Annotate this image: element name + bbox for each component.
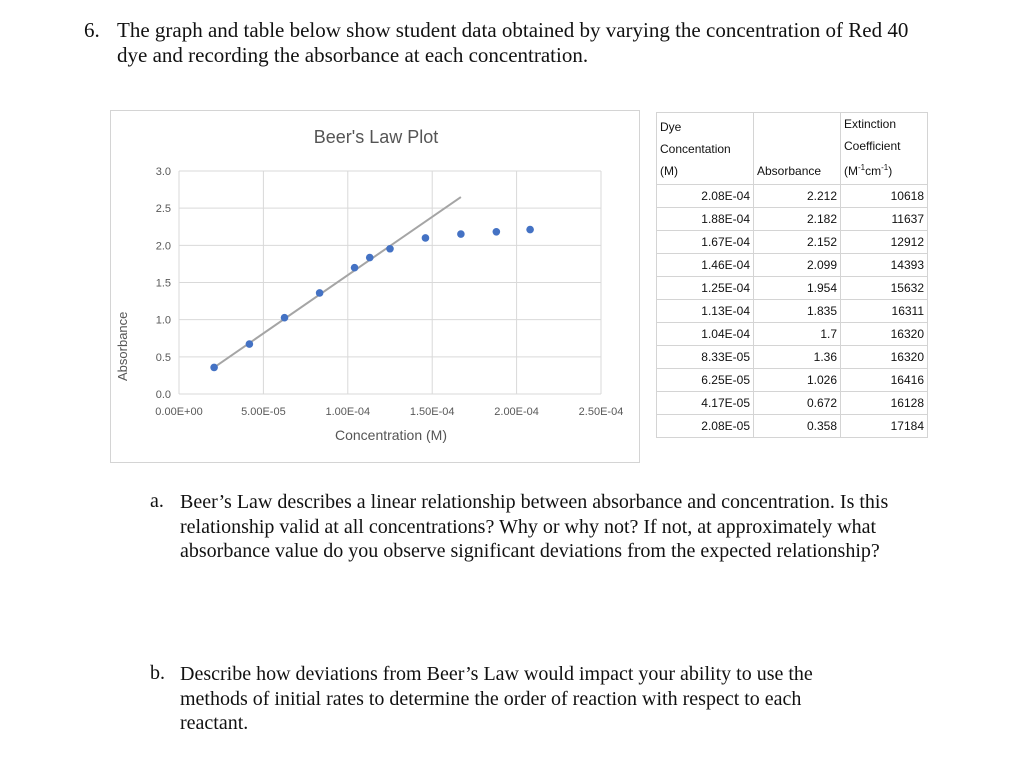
table-row: 2.08E-04 2.212 10618	[656, 184, 928, 208]
cell-concentration: 1.88E-04	[656, 207, 754, 231]
cell-absorbance: 0.358	[753, 414, 841, 438]
chart-plot-area: 0.0 0.5 1.0 1.5 2.0 2.5 3.0 0.00E+00 5.00E-05 1.0…	[155, 166, 624, 418]
unit-sup1: -1	[858, 163, 866, 172]
unit-sup2: -1	[881, 163, 889, 172]
y-tick-label: 3.0	[156, 166, 171, 178]
cell-extinction: 16320	[840, 345, 928, 369]
cell-concentration: 2.08E-04	[656, 184, 754, 208]
cell-concentration: 4.17E-05	[656, 391, 754, 415]
data-point	[492, 228, 501, 236]
data-point	[457, 230, 465, 238]
cell-absorbance: 2.182	[753, 207, 841, 231]
cell-concentration: 2.08E-05	[656, 414, 754, 438]
cell-concentration: 6.25E-05	[656, 368, 754, 392]
x-tick-label: 0.00E+00	[155, 406, 202, 418]
table-row: 2.08E-05 0.358 17184	[656, 414, 928, 438]
part-a-letter: a.	[150, 490, 164, 512]
cell-absorbance: 0.672	[753, 391, 841, 415]
cell-concentration: 8.33E-05	[656, 345, 754, 369]
data-point	[386, 244, 394, 253]
cell-concentration: 1.46E-04	[656, 253, 754, 277]
data-point	[365, 253, 374, 262]
data-point	[280, 313, 289, 322]
header-ext-line2: Coefficient	[844, 139, 901, 153]
table-header-row: Dye Concentation (M) Absorbance Extincti…	[656, 112, 928, 185]
chart-title: Beer's Law Plot	[313, 127, 439, 147]
part-b-letter: b.	[150, 662, 165, 684]
cell-extinction: 15632	[840, 276, 928, 300]
cell-concentration: 1.67E-04	[656, 230, 754, 254]
table-row: 1.46E-04 2.099 14393	[656, 253, 928, 277]
cell-extinction: 16311	[840, 299, 928, 323]
data-point	[210, 363, 218, 372]
y-tick-label: 1.0	[156, 315, 171, 327]
table-row: 1.25E-04 1.954 15632	[656, 276, 928, 300]
x-tick-label: 2.00E-04	[494, 406, 539, 418]
header-absorbance: Absorbance	[753, 112, 841, 185]
data-point	[526, 225, 534, 234]
header-conc-line1: Dye	[660, 120, 682, 134]
y-tick-label: 2.5	[156, 203, 171, 215]
data-point	[245, 340, 254, 348]
cell-absorbance: 1.36	[753, 345, 841, 369]
cell-absorbance: 2.212	[753, 184, 841, 208]
table-row: 6.25E-05 1.026 16416	[656, 368, 928, 392]
cell-concentration: 1.13E-04	[656, 299, 754, 323]
header-concentration: Dye Concentation (M)	[656, 112, 754, 185]
trendline	[213, 196, 462, 369]
cell-absorbance: 1.7	[753, 322, 841, 346]
x-tick-label: 5.00E-05	[241, 406, 286, 418]
data-table: Dye Concentation (M) Absorbance Extincti…	[656, 112, 928, 438]
part-b-text: Describe how deviations from Beer’s Law …	[180, 663, 813, 734]
beers-law-chart: Beer's Law Plot Absorbance Concentration…	[110, 110, 640, 463]
cell-extinction: 11637	[840, 207, 928, 231]
table-row: 1.88E-04 2.182 11637	[656, 207, 928, 231]
header-ext-line1: Extinction	[844, 117, 897, 131]
x-tick-label: 1.50E-04	[410, 406, 455, 418]
header-extinction: Extinction Coefficient (M-1cm-1)	[840, 112, 928, 185]
part-a-text: Beer’s Law describes a linear relationsh…	[180, 491, 889, 562]
cell-extinction: 16320	[840, 322, 928, 346]
cell-extinction: 16128	[840, 391, 928, 415]
unit-post: )	[888, 164, 893, 178]
cell-extinction: 16416	[840, 368, 928, 392]
data-point	[315, 289, 324, 297]
cell-absorbance: 1.954	[753, 276, 841, 300]
question-text: The graph and table below show student d…	[117, 18, 909, 67]
header-conc-line2: Concentation	[660, 142, 731, 156]
data-point	[421, 234, 430, 242]
cell-concentration: 1.25E-04	[656, 276, 754, 300]
y-tick-label: 2.0	[156, 240, 171, 252]
cell-extinction: 17184	[840, 414, 928, 438]
x-tick-label: 2.50E-04	[579, 406, 624, 418]
table-row: 1.04E-04 1.7 16320	[656, 322, 928, 346]
table-row: 8.33E-05 1.36 16320	[656, 345, 928, 369]
question-number: 6.	[84, 18, 100, 42]
cell-extinction: 12912	[840, 230, 928, 254]
cell-concentration: 1.04E-04	[656, 322, 754, 346]
table-row: 1.13E-04 1.835 16311	[656, 299, 928, 323]
table-row: 4.17E-05 0.672 16128	[656, 391, 928, 415]
cell-absorbance: 2.099	[753, 253, 841, 277]
header-ext-unit: (M-1cm-1)	[844, 157, 924, 182]
cell-absorbance: 1.026	[753, 368, 841, 392]
cell-absorbance: 1.835	[753, 299, 841, 323]
header-conc-line3: (M)	[660, 164, 678, 178]
y-tick-label: 0.0	[156, 389, 171, 401]
cell-absorbance: 2.152	[753, 230, 841, 254]
cell-extinction: 10618	[840, 184, 928, 208]
unit-mid: cm	[865, 164, 882, 178]
y-tick-label: 1.5	[156, 278, 171, 290]
y-tick-label: 0.5	[156, 352, 171, 364]
x-tick-label: 1.00E-04	[325, 406, 370, 418]
table-row: 1.67E-04 2.152 12912	[656, 230, 928, 254]
cell-extinction: 14393	[840, 253, 928, 277]
data-point	[350, 263, 359, 272]
unit-pre: (M	[844, 164, 858, 178]
x-axis-label: Concentration (M)	[334, 427, 448, 443]
